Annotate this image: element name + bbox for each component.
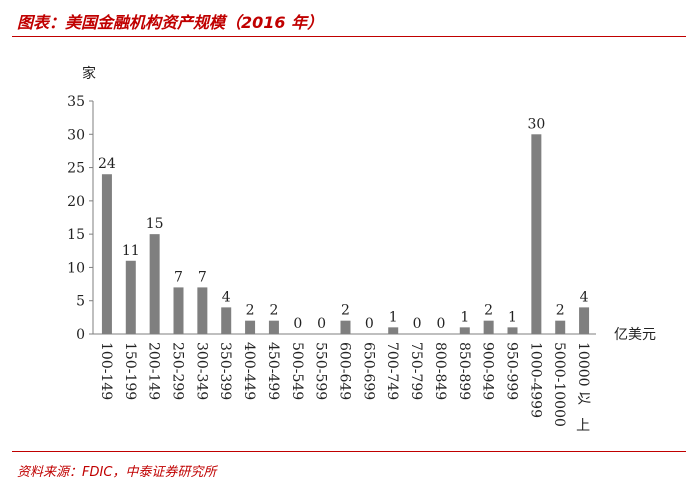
data-label: 0 — [317, 316, 326, 332]
data-label: 2 — [556, 303, 565, 319]
data-label: 1 — [460, 309, 469, 325]
x-tick-label: 250-299 — [170, 342, 186, 400]
x-tick-label: 450-499 — [265, 342, 281, 400]
bar — [245, 320, 256, 334]
x-tick-label: 400-449 — [241, 342, 257, 400]
data-label: 4 — [222, 289, 231, 305]
x-tick-label: 700-749 — [384, 342, 400, 400]
y-tick-label: 30 — [67, 127, 85, 143]
data-label: 2 — [341, 303, 350, 319]
data-label: 1 — [508, 309, 517, 325]
y-tick-label: 0 — [76, 327, 85, 343]
data-label: 0 — [365, 316, 374, 332]
chart-title: 图表：美国金融机构资产规模（2016 年） — [17, 13, 324, 32]
data-label: 4 — [580, 289, 589, 305]
x-tick-label: 10000 以 — [575, 342, 591, 405]
bars — [101, 134, 590, 334]
y-tick-label: 15 — [67, 227, 85, 243]
source-divider — [12, 451, 686, 452]
x-tick-label: 800-849 — [432, 342, 448, 400]
y-tick-label: 5 — [76, 294, 85, 310]
x-tick-label: 5000-10000 — [551, 342, 567, 427]
y-tick-label: 35 — [67, 94, 85, 110]
bar — [459, 327, 470, 334]
x-tick-label: 550-599 — [313, 342, 329, 400]
bar — [197, 287, 208, 334]
data-label: 24 — [98, 156, 116, 172]
bar — [268, 320, 279, 334]
data-label: 1 — [389, 309, 398, 325]
data-label: 7 — [174, 269, 183, 285]
x-tick-label: 900-949 — [480, 342, 496, 400]
x-tick-label: 500-549 — [289, 342, 305, 400]
x-tick-label: 300-349 — [193, 342, 209, 400]
data-label: 0 — [293, 316, 302, 332]
source-bar: 资料来源：FDIC，中泰证券研究所 — [0, 448, 698, 485]
bar — [173, 287, 184, 334]
y-tick-label: 25 — [67, 161, 85, 177]
data-label: 15 — [146, 216, 164, 232]
x-tick-label-continued: 上 — [576, 418, 590, 434]
bar — [340, 320, 351, 334]
x-tick-label: 750-799 — [408, 342, 424, 400]
data-label: 2 — [269, 303, 278, 319]
bar — [388, 327, 399, 334]
bar — [149, 234, 160, 334]
x-tick-label: 350-399 — [217, 342, 233, 400]
data-label: 2 — [484, 303, 493, 319]
data-label: 0 — [436, 316, 445, 332]
x-tick-label: 950-999 — [504, 342, 520, 400]
bar — [531, 134, 542, 334]
bar — [221, 307, 232, 334]
y-axis: 0 5 10 15 20 25 30 35 — [67, 94, 94, 343]
bar — [555, 320, 566, 334]
bar — [579, 307, 590, 334]
x-tick-label: 650-699 — [360, 342, 376, 400]
x-tick-label: 150-199 — [122, 342, 138, 400]
source-note: 资料来源：FDIC，中泰证券研究所 — [17, 465, 217, 480]
x-tick-label: 100-149 — [98, 342, 114, 400]
bar — [507, 327, 518, 334]
x-axis: 100-149 150-199 200-149 250-299 300-349 350-3… — [93, 333, 596, 434]
x-tick-label: 600-649 — [337, 342, 353, 400]
data-label: 0 — [413, 316, 422, 332]
y-axis-unit-label: 家 — [82, 65, 96, 82]
x-axis-unit-label: 亿美元 — [614, 327, 656, 343]
y-tick-label: 10 — [67, 260, 85, 276]
x-tick-label: 200-149 — [146, 342, 162, 400]
data-label: 7 — [198, 269, 207, 285]
data-label: 2 — [246, 303, 255, 319]
x-tick-label: 1000-4999 — [527, 342, 543, 418]
title-bar: 图表：美国金融机构资产规模（2016 年） — [0, 0, 698, 40]
bar — [125, 260, 136, 334]
bar — [483, 320, 494, 334]
x-tick-label: 850-899 — [456, 342, 472, 400]
data-label: 11 — [122, 243, 140, 259]
title-divider — [12, 36, 686, 37]
y-tick-label: 20 — [67, 194, 85, 210]
bar — [101, 174, 112, 334]
data-label: 30 — [527, 116, 545, 132]
